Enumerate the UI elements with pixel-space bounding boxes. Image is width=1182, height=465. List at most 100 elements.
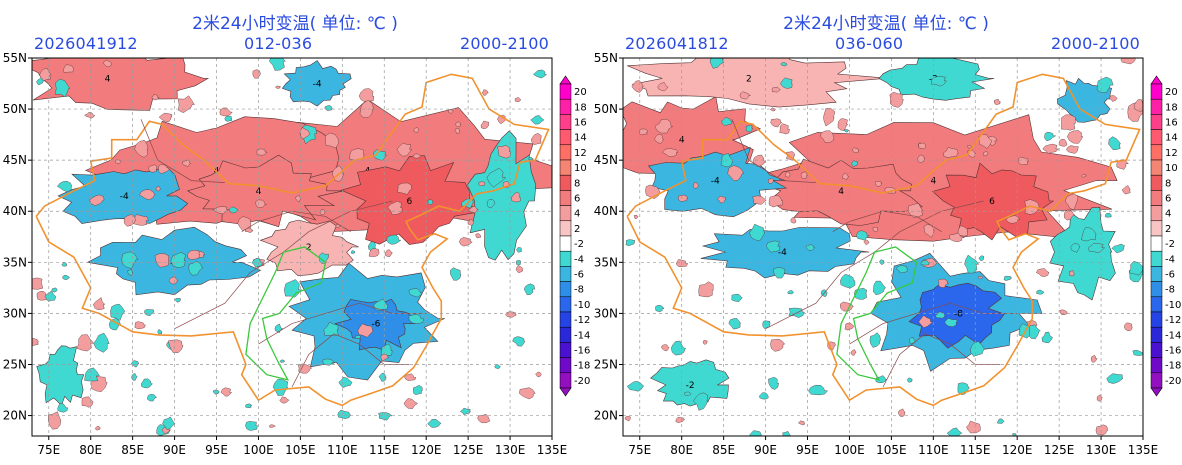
colorbar-cell [1150,326,1163,343]
colorbar-label: 8 [574,178,580,189]
colorbar-label: -20 [1165,376,1181,387]
field-patch [944,317,958,328]
field-patch [298,363,313,374]
field-patch [625,239,636,247]
contour-label: 4 [679,136,685,146]
field-patch [219,107,233,117]
x-tick-label: 125E [1044,443,1075,457]
x-tick-label: 95E [796,443,819,457]
x-tick-label: 130E [495,443,526,457]
field-patch [1063,209,1076,221]
field-patch [768,377,779,390]
field-patch [759,392,769,400]
field-patch [1105,212,1112,218]
field-patch [731,293,743,302]
field-patch [256,148,268,156]
field-patch [1109,95,1118,102]
field-patch [95,425,102,431]
field-patch [131,373,138,381]
field-patch [787,290,795,295]
field-patch [279,359,286,363]
colorbar-label: -6 [1165,270,1175,281]
field-patch [875,375,887,384]
field-patch [384,249,394,258]
field-patch [797,420,805,426]
colorbar-top-arrow [559,75,572,85]
field-patch [943,147,959,158]
colorbar-cell [1150,250,1163,267]
colorbar-cell [559,250,572,267]
colorbar-cell [1150,266,1163,282]
field-patch [1003,275,1012,281]
field-patch [1005,215,1021,224]
y-tick-label: 20N [3,409,27,423]
field-patch [703,339,708,345]
colorbar-label: -16 [1165,346,1181,357]
y-tick-label: 40N [594,204,618,218]
field-patch [93,297,106,310]
contour-label: -4 [313,80,322,90]
field-patch [920,260,930,266]
field-patch [151,93,160,101]
contour-label: -4 [711,177,720,187]
field-patch [727,165,745,182]
field-patch [1042,143,1060,154]
field-patch [274,323,284,333]
field-patch [852,147,860,153]
cold-anomaly-area [1049,206,1116,301]
y-tick-label: 55N [3,51,27,65]
field-patch [357,323,374,338]
cold-anomaly-area [700,227,870,279]
field-patch [158,163,171,175]
field-patch [459,237,473,247]
x-tick-label: 130E [1086,443,1117,457]
field-patch [1088,242,1106,254]
field-patch [279,396,290,404]
field-patch [1069,269,1075,276]
colorbar-cell [1150,83,1163,100]
field-patch [661,344,670,352]
field-patch [355,335,361,339]
x-tick-label: 120E [1002,443,1033,457]
field-patch [655,305,665,312]
field-patch [897,408,906,417]
field-patch [512,336,526,347]
colorbar-label: -10 [1165,300,1181,311]
field-patch [1041,331,1054,344]
field-patch [662,148,679,157]
x-tick-label: 75E [628,443,651,457]
colorbar-label: -14 [574,330,590,341]
field-patch [896,265,908,274]
colorbar-bottom-arrow [1150,387,1163,397]
field-patch [693,182,700,189]
field-patch [450,267,462,281]
field-patch [497,145,511,159]
field-patch [851,160,858,168]
colorbar-label: 16 [574,118,587,129]
colorbar-label: 6 [574,194,580,205]
field-patch [771,86,782,93]
colorbar-label: 14 [1165,133,1178,144]
field-patch [917,154,925,163]
field-patch [1106,373,1124,384]
field-patch [155,186,161,192]
field-patch [1108,136,1121,151]
field-patch [978,255,985,261]
field-patch [134,139,149,158]
field-patch [766,240,781,253]
field-patch [779,77,793,89]
y-tick-label: 45N [594,153,618,167]
field-patch [770,339,786,352]
field-patch [873,280,887,296]
contour-label: 2 [746,74,752,84]
colorbar-cell [559,296,572,313]
field-patch [158,112,173,123]
field-patch [76,334,95,352]
field-patch [850,349,857,356]
colorbar-cell [1150,372,1163,389]
field-patch [684,391,692,397]
warm-anomaly-area [627,58,890,108]
colorbar-label: 18 [574,102,587,113]
colorbar-label: -20 [574,376,590,387]
